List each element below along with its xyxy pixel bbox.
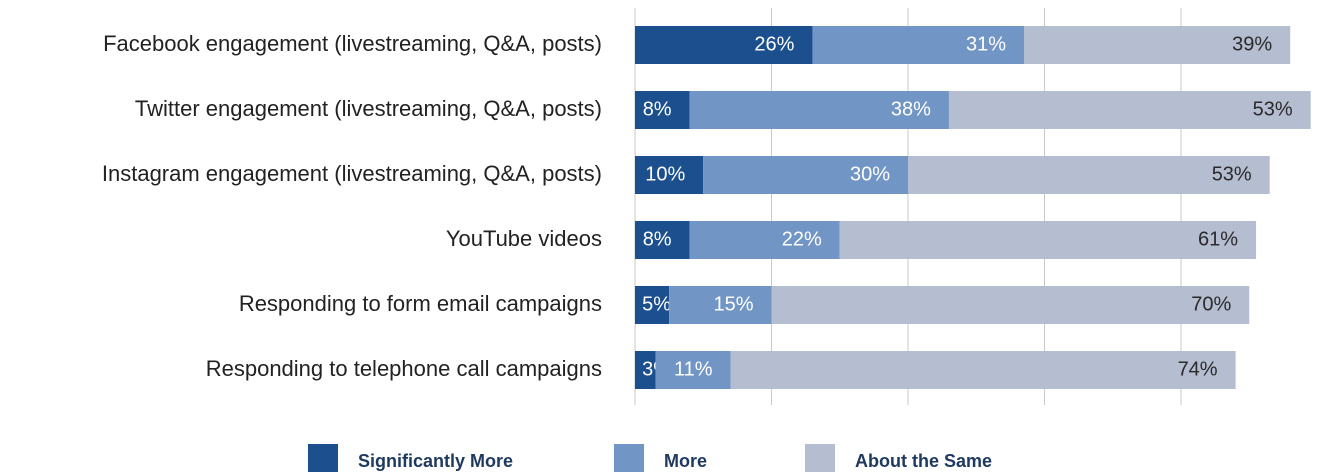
bar-segment	[635, 91, 690, 129]
value-label: 22%	[782, 228, 822, 250]
bar-segment	[730, 351, 1236, 389]
value-label: 31%	[966, 33, 1006, 55]
value-label: 61%	[1198, 228, 1238, 250]
legend-swatch	[308, 444, 338, 472]
bar-segment	[669, 286, 772, 324]
legend-label: More	[664, 451, 707, 471]
value-label: 26%	[754, 33, 794, 55]
bar-segment	[908, 156, 1270, 194]
value-label: 39%	[1232, 33, 1272, 55]
value-label: 74%	[1178, 358, 1218, 380]
bar-segment	[948, 91, 1311, 129]
bar-segment	[839, 221, 1257, 259]
bar-segment	[635, 156, 704, 194]
category-label: Responding to telephone call campaigns	[206, 356, 602, 381]
value-label: 30%	[850, 163, 890, 185]
value-label: 11%	[674, 358, 713, 380]
legend-label: Significantly More	[358, 451, 513, 471]
bar-segment	[655, 351, 731, 389]
value-label: 53%	[1253, 98, 1293, 120]
bar-segment	[689, 221, 840, 259]
legend-swatch	[614, 444, 644, 472]
value-label: 15%	[713, 293, 753, 315]
value-label: 38%	[891, 98, 931, 120]
bar-segment	[635, 26, 813, 64]
bar-segment	[703, 156, 908, 194]
category-label: Responding to form email campaigns	[239, 291, 602, 316]
bar-segment	[635, 351, 656, 389]
bar-segment	[812, 26, 1025, 64]
bar-segment	[771, 286, 1250, 324]
bar-segment	[1024, 26, 1291, 64]
value-label: 53%	[1212, 163, 1252, 185]
value-label: 8%	[643, 228, 672, 250]
category-label: YouTube videos	[446, 226, 602, 251]
category-label: Twitter engagement (livestreaming, Q&A, …	[135, 96, 602, 121]
category-label: Facebook engagement (livestreaming, Q&A,…	[103, 31, 602, 56]
legend-label: About the Same	[855, 451, 992, 471]
value-label: 8%	[643, 98, 672, 120]
value-label: 5%	[642, 293, 671, 315]
legend-swatch	[805, 444, 835, 472]
bar-segment	[635, 286, 670, 324]
value-label: 70%	[1191, 293, 1231, 315]
category-label: Instagram engagement (livestreaming, Q&A…	[102, 161, 602, 186]
value-label: 10%	[645, 163, 685, 185]
bar-segment	[635, 221, 690, 259]
bar-segment	[689, 91, 949, 129]
